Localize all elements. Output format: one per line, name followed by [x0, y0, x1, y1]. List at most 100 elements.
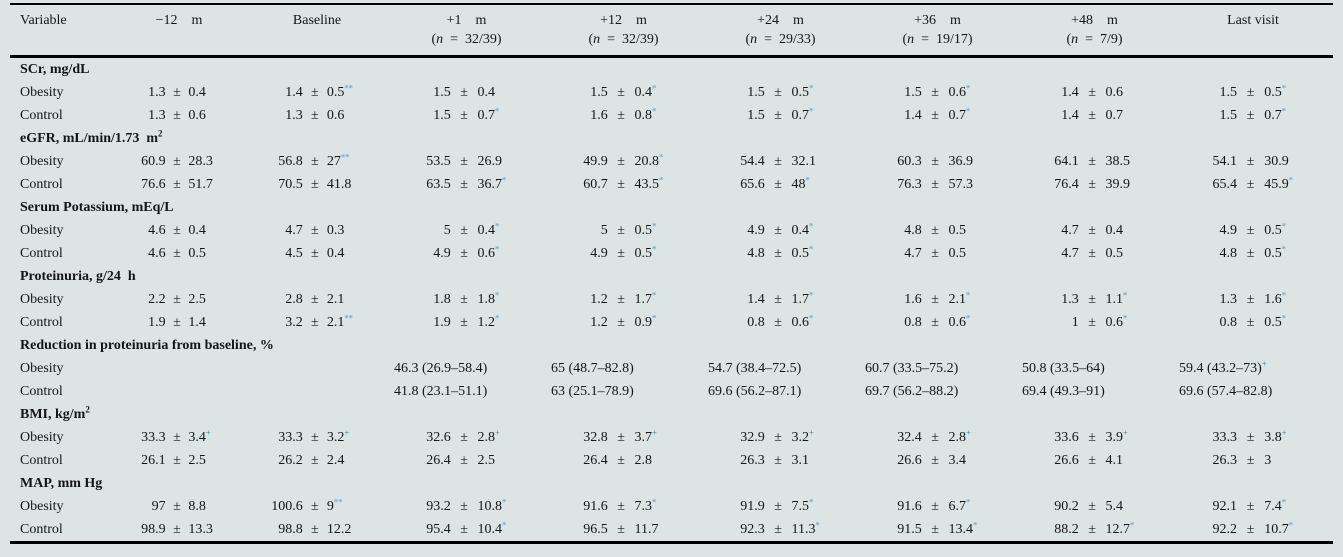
data-cell: 1.6 ±2.1* [859, 288, 1016, 311]
data-cell: 56.8 ±27** [246, 150, 388, 173]
sd-value: 0.5 [948, 246, 966, 261]
plus-minus-sign: ± [460, 246, 468, 261]
plus-minus-sign: ± [173, 292, 181, 307]
sd-value: 0.5 [948, 223, 966, 238]
data-cell: 1.4 ±0.6 [1016, 81, 1173, 104]
significance-mark: + [1261, 358, 1267, 369]
data-cell: 92.2 ±10.7* [1173, 518, 1333, 541]
data-cell: 76.6 ±51.7 [112, 173, 246, 196]
row-label: Obesity [20, 223, 64, 238]
mean-value: 33.3 [278, 430, 303, 445]
data-cell: 1.4 ±1.7* [702, 288, 859, 311]
mean-value: 1.4 [1061, 85, 1079, 100]
significance-mark: * [808, 496, 814, 507]
column-header: Baseline [246, 5, 388, 58]
data-cell-empty [112, 380, 246, 403]
plus-minus-sign: ± [1088, 315, 1096, 330]
sd-value: 3.2+ [326, 427, 350, 445]
sd-value: 0.6* [791, 312, 814, 330]
section-title: Proteinuria, g/24 h [20, 269, 136, 284]
mean-value: 26.4 [426, 453, 451, 468]
mean-value: 4.7 [285, 223, 303, 238]
sd-value: 12.2 [326, 522, 352, 537]
sd-value: 0.5* [791, 243, 814, 261]
significance-mark: * [1122, 289, 1128, 300]
plus-minus-sign: ± [311, 154, 319, 169]
data-cell: 98.8 ±12.2 [246, 518, 388, 541]
column-header-label: Baseline [292, 13, 342, 28]
data-cell: 1.5 ±0.7* [388, 104, 545, 127]
mean-value: 2.2 [148, 292, 166, 307]
plus-minus-sign: ± [311, 453, 319, 468]
sd-value: 0.7* [948, 105, 971, 123]
plus-minus-sign: ± [460, 177, 468, 192]
plus-minus-sign: ± [931, 246, 939, 261]
data-cell: 1.4 ±0.7* [859, 104, 1016, 127]
plus-minus-sign: ± [173, 246, 181, 261]
significance-mark: * [651, 312, 657, 323]
plus-minus-sign: ± [617, 223, 625, 238]
range-value: 69.6 (56.2–87.1) [708, 384, 802, 399]
significance-mark: * [494, 220, 500, 231]
mean-value: 4.7 [1061, 223, 1079, 238]
data-cell: 32.8 ±3.7+ [545, 426, 702, 449]
data-cell: 4.8 ±0.5* [1173, 242, 1333, 265]
significance-mark: ** [333, 496, 343, 507]
data-cell: 4.8 ±0.5 [859, 219, 1016, 242]
mean-value: 1.3 [148, 85, 166, 100]
sd-value: 0.5** [326, 82, 353, 100]
plus-minus-sign: ± [311, 108, 319, 123]
data-cell-empty [246, 357, 388, 380]
sd-value: 7.3* [634, 496, 657, 514]
data-cell: 90.2 ±5.4 [1016, 495, 1173, 518]
sd-value: 0.7* [1264, 105, 1286, 123]
data-cell: 1.2 ±0.9* [545, 311, 702, 334]
data-cell-range: 69.6 (56.2–87.1) [702, 380, 859, 403]
plus-minus-sign: ± [1246, 315, 1255, 330]
significance-mark: * [808, 243, 814, 254]
plus-minus-sign: ± [617, 177, 625, 192]
row-label: Obesity [20, 292, 64, 307]
significance-mark: * [1288, 174, 1293, 185]
plus-minus-sign: ± [1088, 453, 1096, 468]
mean-value: 2.8 [285, 292, 303, 307]
significance-mark: + [494, 427, 500, 438]
sd-value: 0.6* [948, 82, 971, 100]
data-cell: 33.6 ±3.9+ [1016, 426, 1173, 449]
sd-value: 2.1** [326, 312, 353, 330]
plus-minus-sign: ± [460, 223, 468, 238]
data-cell: 3.2 ±2.1** [246, 311, 388, 334]
sd-value: 0.4 [188, 85, 206, 100]
sd-value: 0.5 [188, 246, 206, 261]
range-value: 60.7 (33.5–75.2) [865, 361, 959, 376]
mean-value: 1.5 [1219, 85, 1238, 100]
plus-minus-sign: ± [931, 177, 939, 192]
plus-minus-sign: ± [617, 430, 625, 445]
plus-minus-sign: ± [774, 522, 782, 537]
plus-minus-sign: ± [460, 85, 468, 100]
plus-minus-sign: ± [617, 522, 625, 537]
sd-value: 4.1 [1105, 453, 1123, 468]
data-cell: 92.1 ±7.4* [1173, 495, 1333, 518]
data-cell: 76.3 ±57.3 [859, 173, 1016, 196]
data-cell: 26.6 ±3.4 [859, 449, 1016, 472]
sd-value: 13.4* [948, 519, 978, 537]
mean-value: 1.3 [148, 108, 166, 123]
plus-minus-sign: ± [311, 223, 319, 238]
sd-value: 1.1* [1105, 289, 1128, 307]
mean-value: 63.5 [426, 177, 451, 192]
row-label: Control [20, 108, 63, 123]
data-cell: 26.2 ±2.4 [246, 449, 388, 472]
significance-mark: + [808, 427, 814, 438]
sd-value: 3.8+ [1264, 427, 1287, 445]
mean-value: 91.6 [583, 499, 608, 514]
plus-minus-sign: ± [1246, 499, 1255, 514]
significance-mark: * [651, 82, 657, 93]
data-cell-range: 65 (48.7–82.8) [545, 357, 702, 380]
range-value: 65 (48.7–82.8) [551, 361, 634, 376]
sd-value: 1.7* [791, 289, 814, 307]
data-cell: 32.4 ±2.8+ [859, 426, 1016, 449]
data-cell: 60.3 ±36.9 [859, 150, 1016, 173]
significance-mark: * [808, 105, 814, 116]
sd-value: 30.9 [1264, 154, 1289, 169]
